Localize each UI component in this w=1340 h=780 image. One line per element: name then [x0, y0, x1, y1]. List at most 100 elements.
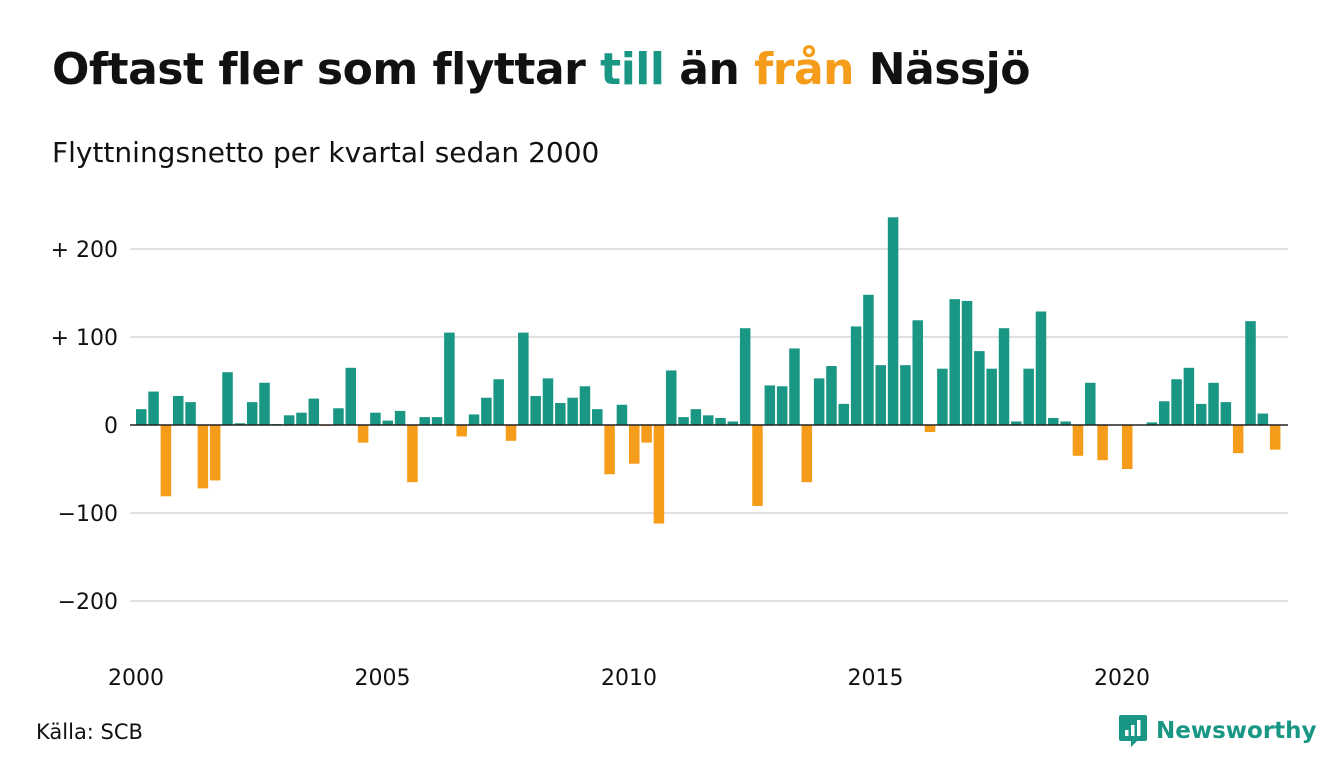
- bar: [209, 425, 221, 481]
- bar: [1072, 425, 1084, 456]
- x-tick-label: 2000: [108, 666, 164, 691]
- bar: [887, 217, 899, 425]
- x-tick-label: 2005: [355, 666, 411, 691]
- bar: [148, 391, 159, 425]
- bar: [370, 412, 381, 425]
- bar: [826, 366, 837, 425]
- title-part-3: än: [664, 44, 755, 95]
- bar: [1208, 382, 1219, 425]
- bar: [838, 403, 850, 425]
- bar: [986, 368, 997, 425]
- bar: [1060, 421, 1071, 425]
- bar: [739, 328, 751, 425]
- brand-logo: Newsworthy: [1118, 714, 1317, 748]
- bar: [912, 320, 923, 425]
- bar: [308, 398, 320, 425]
- bar: [1257, 413, 1269, 425]
- bar: [567, 397, 578, 425]
- bar: [776, 386, 788, 425]
- y-tick-label: + 100: [51, 326, 118, 351]
- bar: [1183, 367, 1195, 425]
- bar: [629, 425, 640, 464]
- bar: [690, 409, 702, 425]
- bar: [813, 378, 825, 425]
- bar: [937, 368, 948, 425]
- bar: [296, 412, 307, 425]
- bar: [1158, 401, 1170, 425]
- bar: [444, 332, 455, 425]
- bar: [468, 414, 480, 425]
- bar: [481, 397, 492, 425]
- y-tick-label: + 200: [51, 238, 118, 263]
- bar: [1048, 417, 1059, 425]
- bar: [1220, 402, 1232, 425]
- bar: [1097, 425, 1108, 461]
- bar: [863, 294, 874, 425]
- bar: [1085, 382, 1096, 425]
- bar: [616, 404, 628, 425]
- bar: [333, 408, 344, 425]
- x-tick-label: 2010: [601, 666, 657, 691]
- bar: [789, 348, 800, 425]
- y-tick-label: −100: [58, 502, 118, 527]
- title-part-fran: från: [754, 44, 854, 95]
- chart-subtitle: Flyttningsnetto per kvartal sedan 2000: [52, 136, 600, 169]
- bar: [1023, 368, 1034, 425]
- bar: [555, 403, 566, 425]
- bar: [727, 421, 739, 425]
- bar: [419, 417, 430, 425]
- bar: [678, 417, 689, 425]
- bar: [641, 425, 652, 443]
- bar: [1245, 321, 1256, 425]
- bar: [456, 425, 467, 437]
- bar: [1146, 422, 1158, 425]
- bar: [702, 415, 714, 425]
- bar: [1011, 421, 1022, 425]
- bar: [579, 386, 591, 425]
- bar: [900, 365, 911, 425]
- y-tick-label: −200: [58, 590, 118, 615]
- title-part-5: Nässjö: [853, 44, 1031, 95]
- bar: [382, 420, 394, 425]
- bar: [1171, 379, 1182, 425]
- bar: [493, 379, 504, 425]
- bar: [542, 378, 554, 425]
- bar: [246, 402, 258, 425]
- axis-labels: + 200 + 100 0 −100 −200 2000 2005 2010 2015 2020: [51, 238, 1288, 691]
- bar: [160, 425, 172, 497]
- bar: [850, 326, 862, 425]
- bar: [764, 385, 776, 425]
- y-tick-label: 0: [104, 414, 118, 439]
- bar: [136, 409, 147, 425]
- bar: [222, 372, 233, 425]
- bar: [665, 370, 677, 425]
- bar: [592, 409, 603, 425]
- bar: [653, 425, 665, 524]
- bar: [1122, 425, 1133, 469]
- bar: [394, 410, 406, 425]
- bar: [961, 300, 973, 425]
- bar: [801, 425, 813, 483]
- grid-lines: [130, 248, 1288, 602]
- bar: [998, 328, 1010, 425]
- bar: [1195, 403, 1207, 425]
- newsworthy-logo-icon: [1119, 715, 1147, 747]
- bar: [345, 367, 357, 425]
- title-part-till: till: [600, 44, 665, 95]
- source-label: Källa: SCB: [36, 720, 143, 744]
- bar: [259, 382, 270, 425]
- bar: [1035, 311, 1047, 425]
- bar: [407, 425, 418, 483]
- bar: [604, 425, 615, 475]
- bar: [505, 425, 517, 441]
- bar: [1269, 425, 1281, 450]
- bar: [185, 402, 196, 425]
- bar: [752, 425, 763, 506]
- brand-name: Newsworthy: [1156, 718, 1317, 744]
- bar: [974, 351, 985, 425]
- bar: [431, 417, 443, 425]
- bar: [924, 425, 936, 433]
- x-tick-label: 2015: [848, 666, 904, 691]
- bar: [357, 425, 369, 443]
